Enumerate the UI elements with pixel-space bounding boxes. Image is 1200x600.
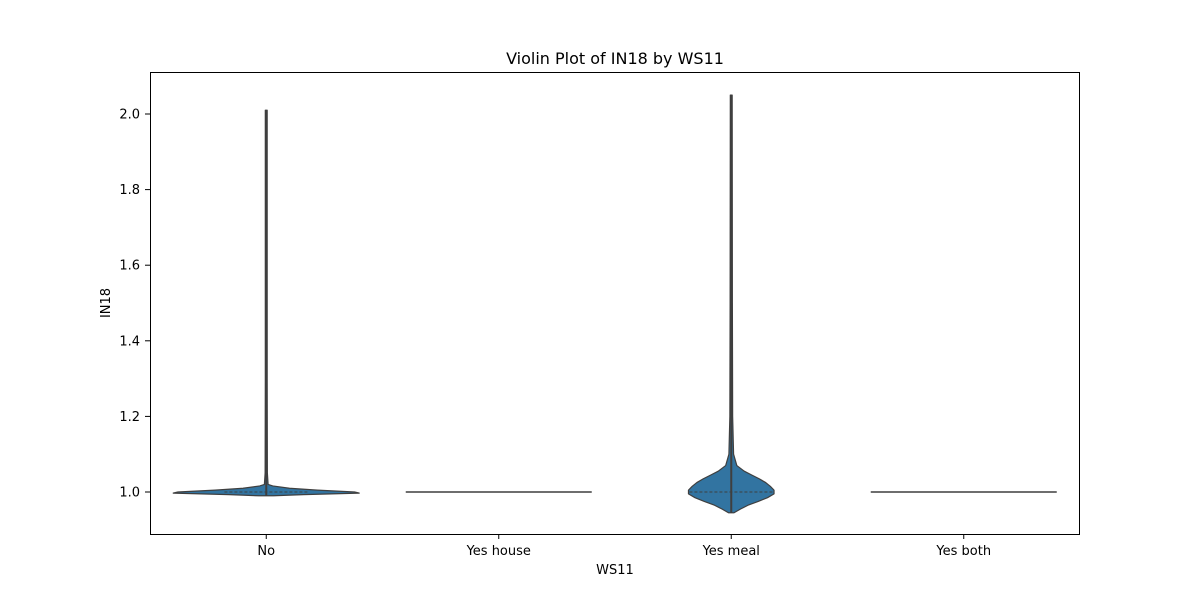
y-tick-label: 1.6 xyxy=(119,259,140,274)
x-axis: No Yes house Yes meal Yes both xyxy=(257,534,991,559)
x-axis-label: WS11 xyxy=(596,563,634,578)
plot-area xyxy=(172,94,1057,514)
x-tick-label: No xyxy=(257,544,275,559)
y-tick-label: 1.4 xyxy=(119,334,140,349)
y-tick-label: 1.8 xyxy=(119,183,140,198)
y-tick-label: 1.0 xyxy=(119,486,140,501)
y-tick-label: 2.0 xyxy=(119,108,140,123)
y-tick-label: 1.2 xyxy=(119,410,140,425)
chart-title: Violin Plot of IN18 by WS11 xyxy=(506,49,724,68)
x-tick-label: Yes house xyxy=(466,544,531,559)
y-axis: 1.0 1.2 1.4 1.6 1.8 2.0 xyxy=(119,108,150,501)
y-axis-label: IN18 xyxy=(99,288,114,318)
plot-frame xyxy=(150,72,1080,535)
x-tick-label: Yes both xyxy=(935,544,991,559)
x-tick-label: Yes meal xyxy=(702,544,760,559)
